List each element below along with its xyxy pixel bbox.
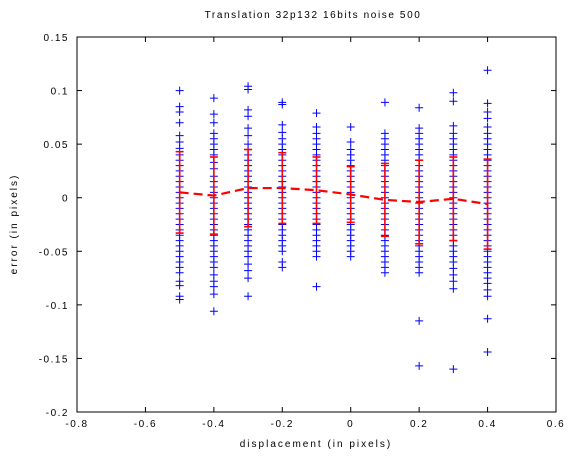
sample-point <box>278 100 287 109</box>
sample-point <box>449 284 458 293</box>
sample-point <box>346 123 355 131</box>
mean-line-group <box>179 186 488 206</box>
sample-point <box>175 281 184 290</box>
x-tick-label: 0.6 <box>547 419 565 430</box>
sample-point <box>278 120 287 129</box>
y-tick-label: 0 <box>62 194 69 205</box>
sample-point <box>244 266 253 275</box>
sample-point <box>244 252 253 261</box>
sample-point <box>346 138 355 146</box>
sample-point <box>209 307 218 316</box>
sample-point <box>175 108 184 116</box>
sample-point <box>175 86 184 95</box>
chart-title: Translation 32p132 16bits noise 500 <box>205 10 422 21</box>
sample-point <box>244 112 253 121</box>
sample-point <box>312 109 321 118</box>
mean-line <box>179 186 488 206</box>
sample-point <box>209 118 218 127</box>
sample-point <box>415 361 424 370</box>
sample-point <box>483 114 492 123</box>
x-tick-label: -0.6 <box>134 419 157 430</box>
sample-point <box>244 131 253 140</box>
sample-markers <box>175 66 492 374</box>
x-axis-label: displacement (in pixels) <box>240 439 393 450</box>
y-tick-label: 0.15 <box>44 33 69 44</box>
sample-point <box>209 94 218 103</box>
sample-point <box>415 103 424 112</box>
sample-point <box>209 110 218 119</box>
x-tick-label: -0.4 <box>202 419 225 430</box>
y-tick-label: -0.05 <box>39 247 69 258</box>
y-tick-label: -0.15 <box>39 354 69 365</box>
sample-point <box>449 365 458 374</box>
sample-point <box>312 252 321 261</box>
x-tick-label: 0.4 <box>478 419 496 430</box>
y-tick-label: -0.1 <box>46 301 69 312</box>
sample-point <box>449 277 458 286</box>
sample-point <box>483 348 492 356</box>
sample-point <box>483 314 492 323</box>
x-tick-label: 0 <box>347 419 354 430</box>
sample-point <box>483 66 492 75</box>
sample-point <box>415 268 424 277</box>
y-tick-label: 0.05 <box>44 140 69 151</box>
sample-point <box>483 99 492 108</box>
sample-point <box>380 98 389 107</box>
sample-point <box>449 121 458 130</box>
sample-point <box>244 124 253 133</box>
sample-point <box>346 252 355 261</box>
sample-point <box>278 247 287 256</box>
sample-point <box>209 263 218 272</box>
sample-point <box>312 282 321 291</box>
y-tick-label: -0.2 <box>46 408 69 419</box>
sample-point <box>209 282 218 291</box>
sample-point <box>449 88 458 97</box>
y-tick-label: 0.1 <box>51 87 69 98</box>
sample-point <box>380 268 389 277</box>
sample-point <box>209 290 218 299</box>
sample-point <box>449 97 458 106</box>
sample-point <box>175 118 184 127</box>
sample-point <box>244 274 253 283</box>
y-axis-label: error (in pixels) <box>9 174 20 275</box>
tick-labels: -0.8 -0.6 -0.4 -0.2 0 0.2 0.4 0.6 0.15 0.1 0.05 0 -0… <box>39 33 565 430</box>
x-tick-label: -0.2 <box>271 419 294 430</box>
sample-point <box>415 316 424 325</box>
x-tick-label: -0.8 <box>65 419 88 430</box>
x-tick-label: 0.2 <box>410 419 428 430</box>
sample-point <box>244 292 253 301</box>
sample-point <box>175 268 184 277</box>
sample-point <box>278 263 287 272</box>
sample-point <box>244 85 253 94</box>
plot-frame <box>76 36 557 413</box>
sample-point <box>175 295 184 304</box>
sample-point <box>483 292 492 301</box>
